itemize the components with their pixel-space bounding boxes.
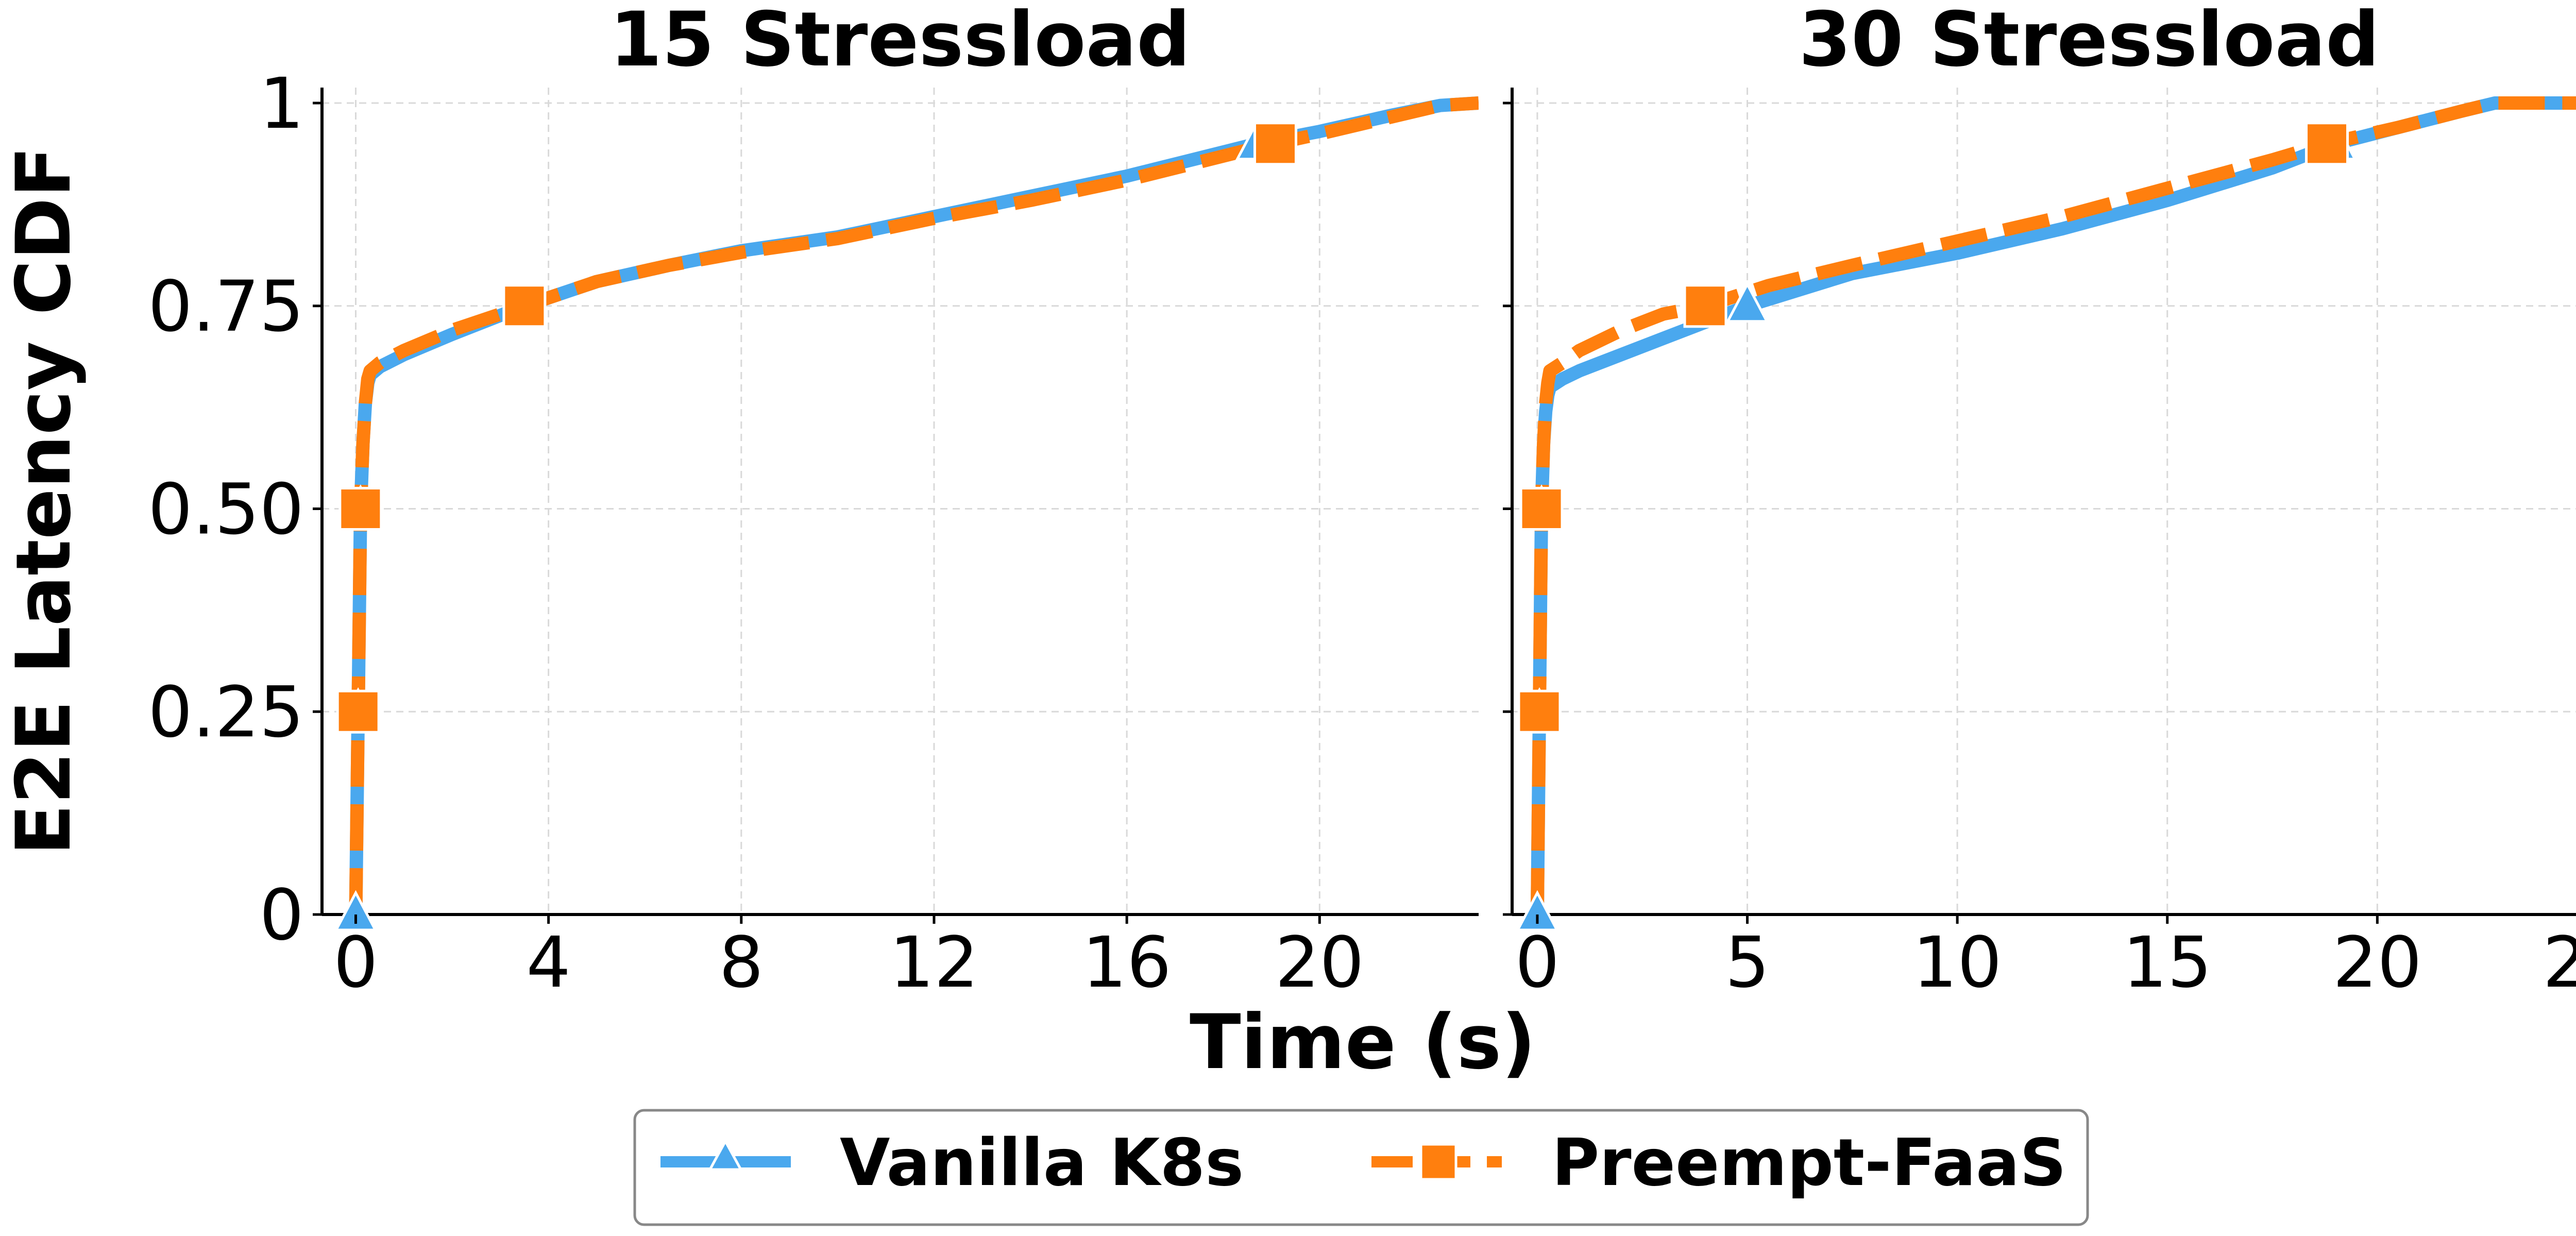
legend-label: Vanilla K8s (840, 1125, 1244, 1200)
y-tick-label: 1 (259, 63, 304, 145)
data-marker-triangle (1725, 281, 1769, 323)
panel-15-stressload: 0 4 8 12 16 20 0 0.25 0.50 0.75 1 15 Stressload (148, 0, 1479, 1004)
panel-title: 30 Stressload (1799, 0, 2379, 83)
panel-30-stressload: 0 5 10 15 20 25 30 Stressload (1503, 0, 2576, 1004)
legend-entry-preempt-faas: Preempt-FaaS (1371, 1125, 2066, 1200)
legend-entry-vanilla-k8s: Vanilla K8s (660, 1125, 1244, 1200)
x-tick-label: 8 (719, 922, 764, 1004)
panel-title: 15 Stressload (609, 0, 1190, 83)
x-ticks: 0 4 8 12 16 20 (333, 915, 1364, 1004)
x-tick-label: 4 (526, 922, 571, 1004)
legend: Vanilla K8s Preempt-FaaS (633, 1109, 2089, 1226)
x-tick-label: 12 (889, 922, 978, 1004)
y-ticks: 0 0.25 0.50 0.75 1 (148, 63, 322, 956)
x-tick-label: 25 (2543, 922, 2576, 1004)
x-tick-label: 20 (2333, 922, 2422, 1004)
data-marker-square (1253, 122, 1297, 166)
x-tick-label: 0 (333, 922, 378, 1004)
y-tick-label: 0 (259, 875, 304, 956)
data-marker-square (338, 487, 383, 531)
data-marker-square (336, 689, 380, 734)
x-tick-label: 15 (2123, 922, 2212, 1004)
x-axis-label: Time (s) (1190, 998, 1536, 1086)
x-tick-label: 0 (1515, 922, 1560, 1004)
y-ticks (1503, 101, 1512, 916)
series-markers (334, 119, 1297, 932)
grid (322, 88, 1479, 916)
series-markers (1515, 119, 2357, 932)
data-marker-triangle (334, 890, 378, 932)
square-marker-icon (1419, 1143, 1458, 1181)
x-tick-label: 5 (1725, 922, 1770, 1004)
y-tick-label: 0.50 (148, 469, 304, 551)
data-marker-square (502, 284, 547, 328)
y-tick-label: 0.75 (148, 266, 304, 348)
grid (1512, 88, 2576, 916)
y-tick-label: 0.25 (148, 672, 304, 753)
x-ticks: 0 5 10 15 20 25 (1515, 915, 2576, 1004)
data-marker-square (1683, 284, 1727, 328)
data-marker-square (1519, 487, 1564, 531)
x-tick-label: 20 (1275, 922, 1364, 1004)
data-marker-square (2305, 122, 2349, 166)
legend-label: Preempt-FaaS (1552, 1125, 2066, 1200)
x-tick-label: 16 (1082, 922, 1172, 1004)
x-tick-label: 10 (1913, 922, 2002, 1004)
data-marker-square (1517, 689, 1562, 734)
legend-frame (633, 1109, 2089, 1226)
triangle-marker-icon (707, 1138, 743, 1171)
y-axis-label: E2E Latency CDF (0, 146, 88, 856)
data-marker-triangle (1515, 890, 1560, 932)
